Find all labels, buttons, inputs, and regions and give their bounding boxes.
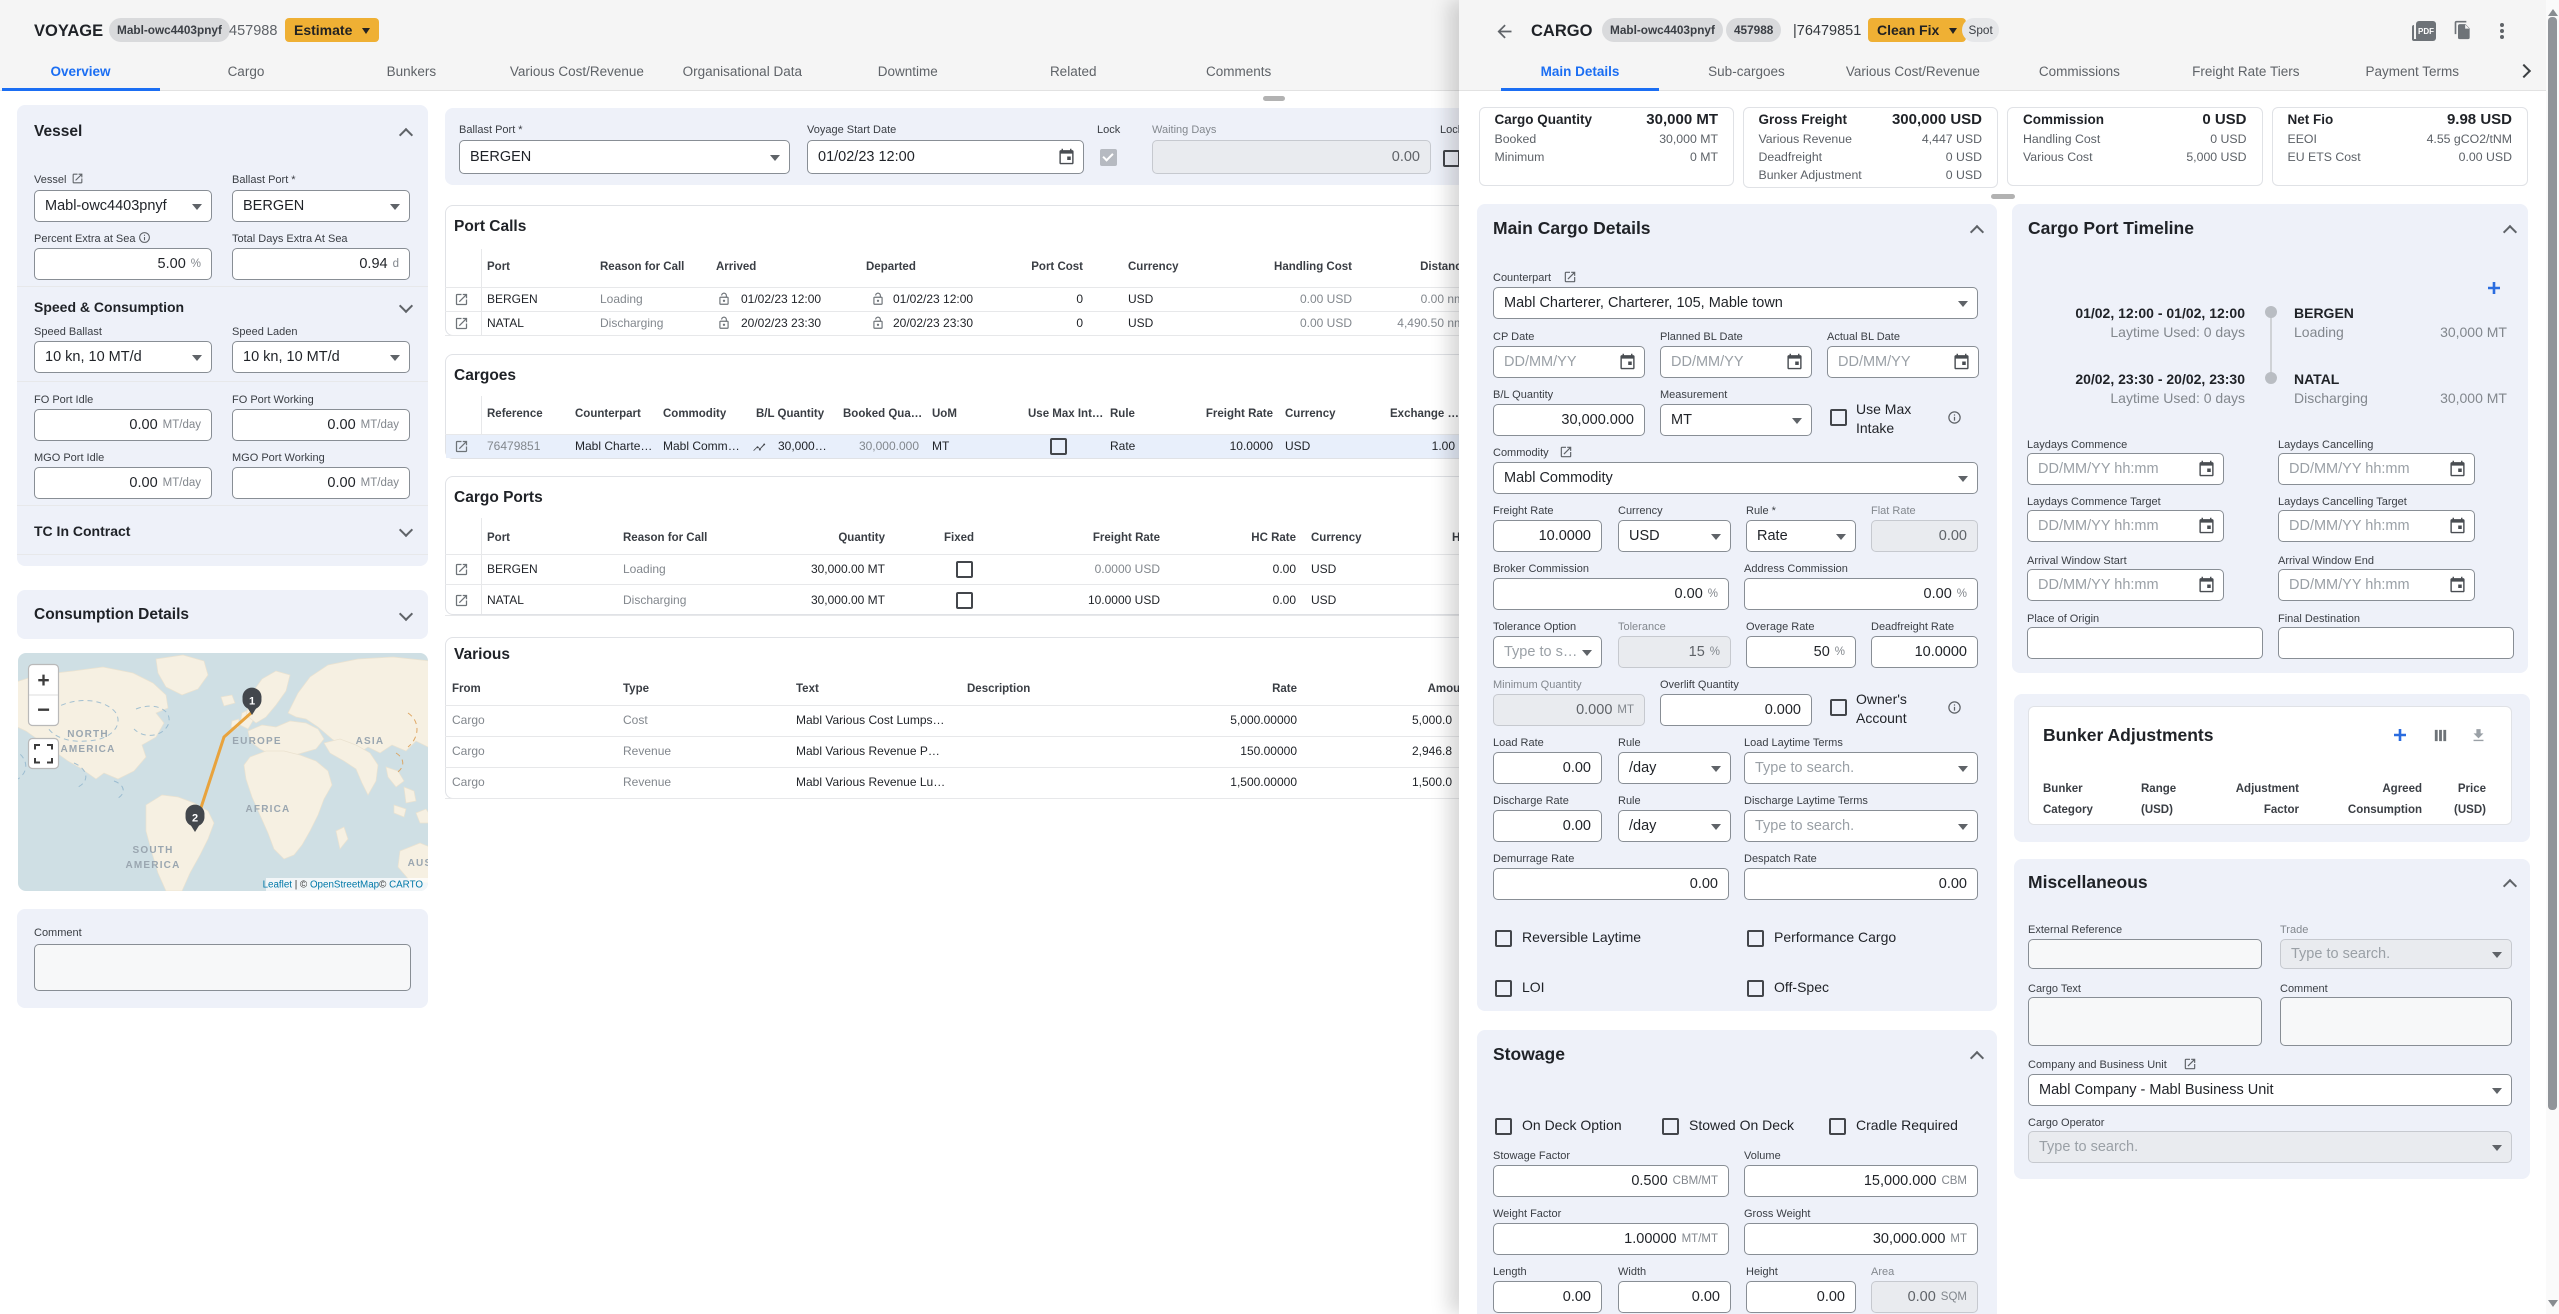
svg-text:Leaflet | © OpenStreetMap© CAR: Leaflet | © OpenStreetMap© CARTO [263,880,424,891]
svg-text:SOUTH: SOUTH [133,845,174,856]
svg-text:ASIA: ASIA [356,736,385,747]
svg-text:+: + [37,669,49,692]
svg-text:EUROPE: EUROPE [232,736,281,747]
svg-text:AUS: AUS [408,858,428,869]
svg-text:1: 1 [249,696,255,708]
svg-text:AFRICA: AFRICA [246,804,291,815]
svg-text:−: − [37,697,50,722]
svg-text:2: 2 [192,813,198,825]
svg-text:AMERICA: AMERICA [60,744,115,755]
svg-text:AMERICA: AMERICA [125,860,180,871]
svg-text:NORTH: NORTH [67,729,109,740]
